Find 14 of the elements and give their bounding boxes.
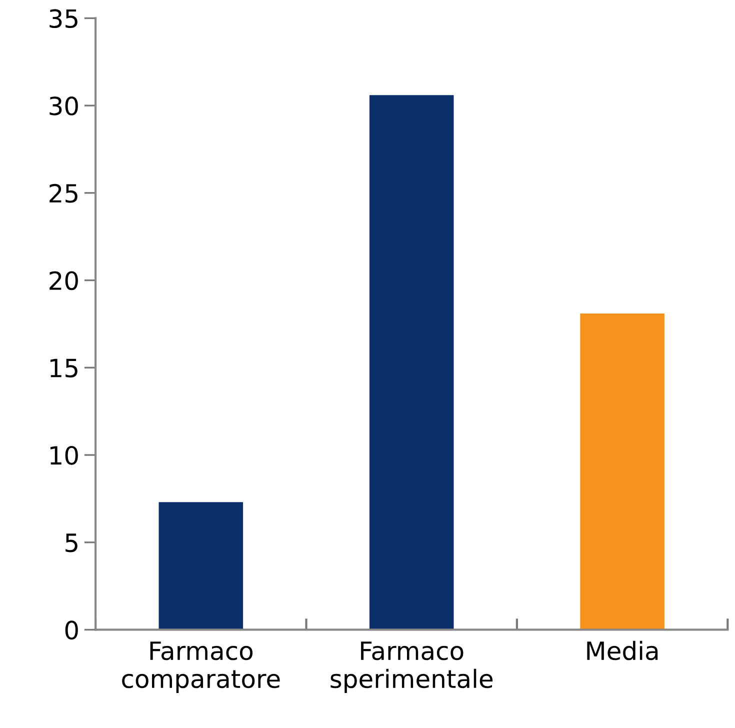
y-tick-label: 25 — [50, 184, 78, 203]
bar — [369, 95, 454, 630]
y-tick-label: 15 — [50, 358, 78, 378]
y-tick-label: 5 — [66, 534, 78, 552]
y-tick-label: 0 — [65, 620, 78, 640]
bar — [580, 313, 664, 630]
y-tick-label: 20 — [50, 271, 78, 290]
y-tick-label: 30 — [50, 96, 78, 116]
x-tick-label: Farmaco sperimentale — [330, 642, 493, 694]
x-tick-label: Farmaco comparatore — [122, 642, 280, 694]
x-tick-label: Media — [587, 640, 658, 660]
bar — [158, 502, 244, 630]
y-tick-label: 35 — [50, 9, 78, 28]
y-tick-label: 10 — [50, 446, 78, 465]
